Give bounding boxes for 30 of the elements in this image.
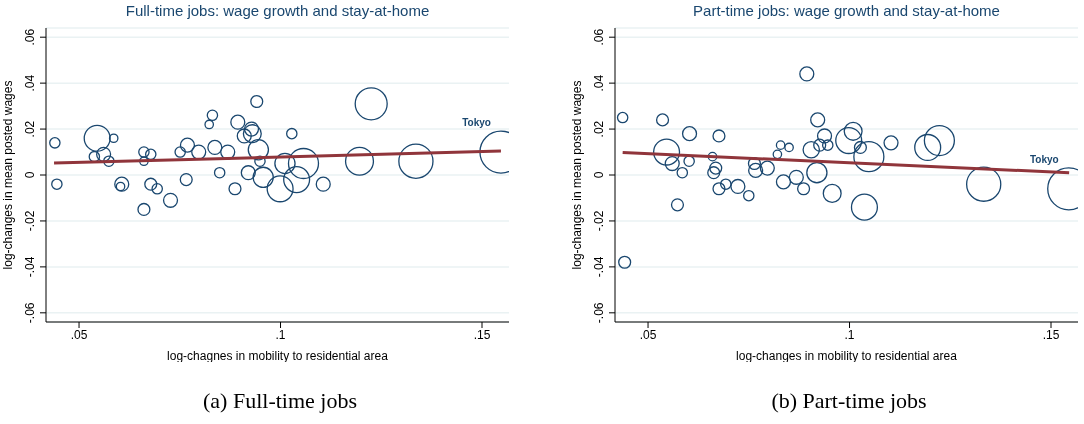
x-axis-title: log-chagnes in mobility to residential area <box>167 349 389 363</box>
y-tick-label: -.04 <box>592 256 606 278</box>
x-tick-label: .15 <box>1042 327 1060 342</box>
y-tick-label: .04 <box>592 74 606 92</box>
y-tick-label: .02 <box>23 120 37 138</box>
chart-title: Full-time jobs: wage growth and stay-at-home <box>124 2 431 19</box>
x-axis-title: log-changes in mobility to residential area <box>736 349 958 363</box>
text: (a) Full-time jobs <box>202 388 358 414</box>
y-tick-label: -.02 <box>592 210 606 232</box>
x-tick-label: .1 <box>844 327 855 342</box>
x-tick-label: .1 <box>275 327 286 342</box>
y-tick-label: .06 <box>23 28 37 46</box>
y-tick-label: 0 <box>592 171 606 179</box>
chart-title: Part-time jobs: wage growth and stay-at-home <box>692 2 1001 19</box>
y-tick-label: -.04 <box>23 256 37 278</box>
annotation: Tokyo <box>462 117 491 129</box>
y-tick-label: .06 <box>592 28 606 46</box>
y-axis-title: log-changes in mean posted wages <box>570 80 585 270</box>
x-tick-label: .05 <box>70 327 88 342</box>
y-axis-title: log-changes in mean posted wages <box>1 80 16 270</box>
x-tick-label: .05 <box>639 327 657 342</box>
annotation: Tokyo <box>1030 153 1059 165</box>
text: (b) Part-time jobs <box>770 388 928 414</box>
y-tick-label: .02 <box>592 120 606 138</box>
y-tick-label: 0 <box>23 171 37 179</box>
x-tick-label: .15 <box>473 327 491 342</box>
y-tick-label: -.02 <box>23 210 37 232</box>
y-tick-label: -.06 <box>23 302 37 324</box>
y-tick-label: -.06 <box>592 302 606 324</box>
y-tick-label: .04 <box>23 74 37 92</box>
